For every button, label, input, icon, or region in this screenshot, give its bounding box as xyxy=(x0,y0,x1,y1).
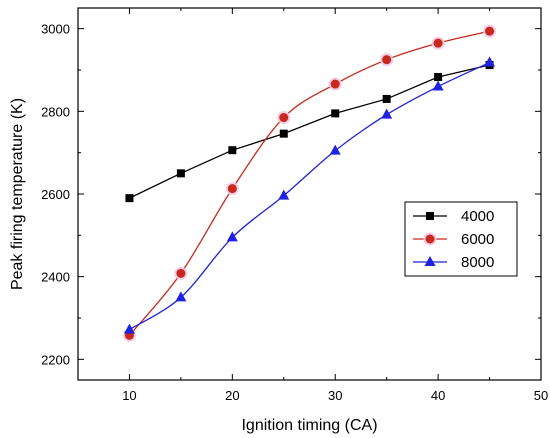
data-point-8000 xyxy=(123,323,135,334)
legend-label: 8000 xyxy=(461,254,494,271)
data-point-4000 xyxy=(434,73,443,82)
y-tick-label: 2800 xyxy=(41,104,70,119)
data-point-8000 xyxy=(226,231,238,242)
legend-item-8000: 8000 xyxy=(413,254,494,271)
data-point-6000 xyxy=(174,266,188,280)
y-axis-title: Peak firing temperature (K) xyxy=(9,98,26,290)
series-4000 xyxy=(125,61,494,203)
y-tick-label: 2400 xyxy=(41,270,70,285)
data-point-6000 xyxy=(380,53,394,67)
y-tick-label: 2200 xyxy=(41,352,70,367)
series-6000 xyxy=(122,24,497,342)
x-tick-label: 30 xyxy=(328,388,342,403)
data-point-6000 xyxy=(431,36,445,50)
legend-label: 4000 xyxy=(461,208,494,225)
data-point-6000 xyxy=(277,111,291,125)
data-point-4000 xyxy=(228,146,237,155)
series-8000 xyxy=(123,56,496,334)
data-point-4000 xyxy=(176,169,185,178)
legend-label: 6000 xyxy=(461,231,494,248)
data-point-4000 xyxy=(331,109,340,118)
legend-marker xyxy=(423,232,437,246)
data-point-6000 xyxy=(225,182,239,196)
plot-frame xyxy=(77,7,542,381)
x-tick-label: 40 xyxy=(431,388,445,403)
data-point-8000 xyxy=(278,189,290,200)
data-point-8000 xyxy=(175,291,187,302)
data-point-4000 xyxy=(125,194,134,203)
x-tick-label: 20 xyxy=(225,388,239,403)
data-point-8000 xyxy=(432,80,444,91)
x-axis-title: Ignition timing (CA) xyxy=(241,417,377,434)
data-point-4000 xyxy=(382,94,391,103)
legend-marker xyxy=(424,256,436,266)
legend-marker xyxy=(426,212,434,220)
data-point-4000 xyxy=(279,129,288,138)
series-line-4000 xyxy=(129,64,490,199)
data-point-8000 xyxy=(381,108,393,119)
x-tick-label: 10 xyxy=(122,388,136,403)
y-tick-label: 3000 xyxy=(41,22,70,37)
data-point-8000 xyxy=(329,144,341,155)
data-point-8000 xyxy=(484,56,496,67)
x-tick-label: 50 xyxy=(534,388,548,403)
y-tick-label: 2600 xyxy=(41,187,70,202)
data-point-6000 xyxy=(328,77,342,91)
legend-item-6000: 6000 xyxy=(413,231,494,248)
legend-item-4000: 4000 xyxy=(413,208,494,225)
data-point-6000 xyxy=(483,24,497,38)
series-line-8000 xyxy=(129,61,490,331)
